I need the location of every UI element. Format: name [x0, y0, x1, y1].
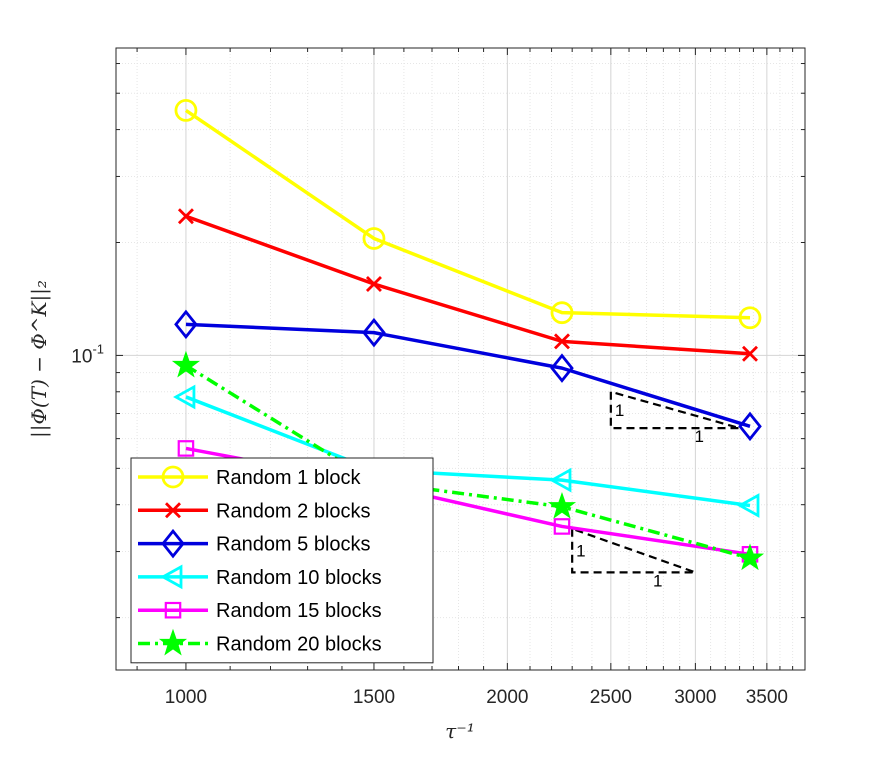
data-point	[362, 317, 386, 348]
data-point	[160, 564, 183, 590]
data-point	[735, 543, 765, 571]
x-tick-label: 1000	[165, 687, 207, 708]
x-axis-label: τ⁻¹	[445, 719, 475, 743]
data-point	[177, 440, 195, 457]
legend-entry: Random 2 blocks	[138, 500, 371, 522]
data-point	[177, 208, 194, 225]
x-tick-label: 3500	[746, 687, 788, 708]
legend-label: Random 20 blocks	[216, 634, 382, 656]
slope-triangle-outline	[609, 390, 740, 430]
legend-label: Random 2 blocks	[216, 500, 371, 522]
legend-entry: Random 5 blocks	[138, 528, 371, 559]
slope-triangle-label: 1	[576, 542, 585, 561]
x-tick-label: 1500	[353, 687, 395, 708]
legend: Random 1 block Random 2 blocks Random 5 bl…	[130, 457, 434, 664]
x-tick-label: 2500	[590, 687, 632, 708]
slope-triangle-label: 1	[694, 427, 703, 446]
data-point	[553, 518, 571, 535]
y-axis-label: ||Φ(T) − Φ^K||₂	[27, 280, 52, 438]
data-point	[164, 601, 182, 619]
slope-triangle: 11	[571, 527, 696, 590]
data-point	[742, 345, 758, 362]
y-tick-exponent: -1	[92, 341, 104, 356]
data-point	[362, 227, 386, 250]
plot-frame	[115, 47, 806, 671]
legend-box	[130, 457, 434, 664]
legend-entry: Random 15 blocks	[138, 600, 382, 622]
data-point	[738, 306, 762, 330]
series-random-5-blocks	[174, 309, 762, 442]
legend-entry: Random 1 block	[138, 465, 362, 489]
legend-label: Random 1 block	[216, 467, 362, 489]
x-tick-label: 3000	[674, 687, 716, 708]
legend-entry: Random 20 blocks	[138, 628, 382, 656]
slope-triangle-outline	[571, 527, 696, 574]
series-line	[184, 108, 751, 320]
series-random-2-blocks	[177, 208, 758, 362]
legend-label: Random 15 blocks	[216, 600, 382, 622]
legend-entry: Random 10 blocks	[138, 564, 382, 590]
slope-triangle-label: 1	[653, 571, 662, 590]
data-point	[161, 528, 185, 559]
data-point	[737, 493, 760, 518]
data-point	[171, 350, 201, 378]
data-point	[550, 353, 574, 383]
series-line	[185, 395, 751, 508]
axis-ticks	[116, 48, 806, 670]
data-point	[365, 276, 382, 293]
data-point	[549, 467, 572, 493]
slope-triangle-label: 1	[615, 401, 624, 420]
series-line	[185, 322, 751, 429]
y-tick-base: 10	[71, 346, 92, 367]
data-point	[738, 411, 762, 442]
data-point	[174, 309, 198, 340]
data-point	[173, 384, 196, 410]
data-point	[165, 502, 181, 519]
legend-label: Random 5 blocks	[216, 534, 371, 556]
data-point	[550, 301, 574, 325]
legend-label: Random 10 blocks	[216, 567, 382, 589]
series-line	[185, 364, 751, 560]
slope-triangle: 11	[609, 390, 740, 446]
data-point	[161, 465, 185, 489]
series-random-1-block	[174, 98, 762, 330]
series-line	[185, 214, 751, 356]
y-tick-label: 10-1	[71, 341, 104, 367]
data-point	[547, 491, 577, 519]
data-point	[174, 98, 198, 122]
x-tick-label: 2000	[486, 687, 528, 708]
data-point	[553, 333, 570, 350]
data-point	[158, 628, 188, 656]
